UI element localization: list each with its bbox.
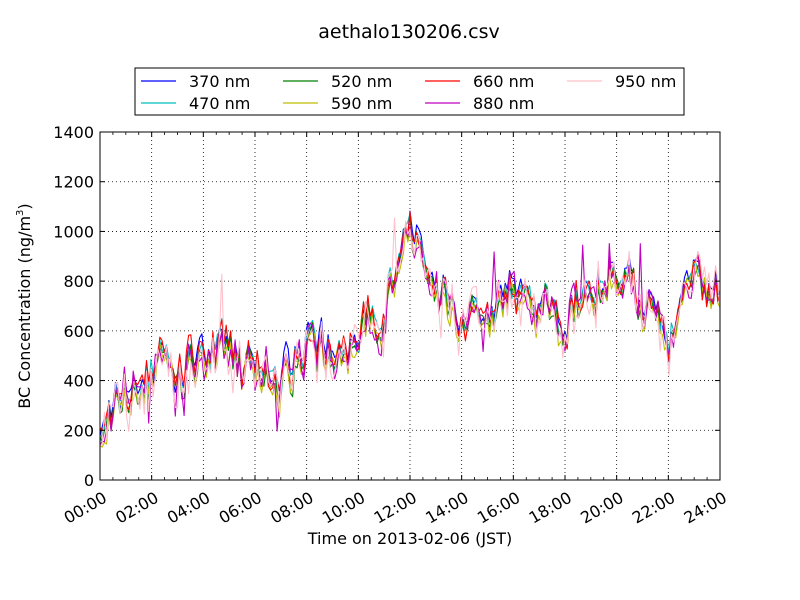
y-tick-labels: 0 200 400 600 800 1000 1200 1400 [53,123,94,490]
x-tick-label: 18:00 [526,488,575,528]
x-tick-label: 24:00 [681,488,730,528]
series-line-880-nm [99,226,721,446]
y-tick-label: 1000 [53,222,94,241]
legend-label: 660 nm [473,72,534,91]
legend-label: 470 nm [189,94,250,113]
y-tick-label: 400 [63,372,94,391]
series-line-470-nm [99,212,721,443]
series-lines [99,210,721,448]
grid [100,132,720,480]
legend-label: 520 nm [331,72,392,91]
x-axis-label: Time on 2013-02-06 (JST) [307,529,512,548]
x-tick-label: 14:00 [422,488,471,528]
legend-label: 370 nm [189,72,250,91]
legend-box [134,67,685,116]
y-tick-label: 1200 [53,173,94,192]
x-tick-label: 20:00 [577,488,626,528]
y-tick-label: 200 [63,421,94,440]
x-tick-label: 04:00 [164,488,213,528]
y-tick-label: 0 [84,471,94,490]
legend-label: 950 nm [615,72,676,91]
x-tick-label: 06:00 [216,488,265,528]
x-tick-label: 22:00 [629,488,678,528]
x-tick-label: 08:00 [267,488,316,528]
x-tick-labels: 00:00 02:00 04:00 06:00 08:00 10:00 12:00 14:00… [61,488,730,528]
legend-label: 590 nm [331,94,392,113]
series-line-660-nm [99,211,721,432]
series-line-950-nm [99,217,721,447]
series-line-520-nm [99,213,721,442]
x-tick-label: 02:00 [112,488,161,528]
x-tick-label: 16:00 [474,488,523,528]
chart-title: aethalo130206.csv [318,21,500,43]
legend: 370 nm 470 nm 520 nm 590 nm 660 nm 880 nm 950 … [134,67,685,116]
y-axis-label: BC Concentration (ng/m3) [15,203,34,408]
y-tick-label: 1400 [53,123,94,142]
y-tick-label: 800 [63,272,94,291]
y-tick-label: 600 [63,322,94,341]
y-axis-label-tail: ) [15,203,34,209]
x-tick-label: 10:00 [319,488,368,528]
y-axis-label-main: BC Concentration (ng/m [15,216,34,409]
x-tick-label: 12:00 [371,488,420,528]
ticks [99,131,721,481]
x-tick-label: 00:00 [61,488,110,528]
series-line-590-nm [99,229,721,448]
legend-label: 880 nm [473,94,534,113]
y-axis-label-superscript: 3 [15,210,26,216]
